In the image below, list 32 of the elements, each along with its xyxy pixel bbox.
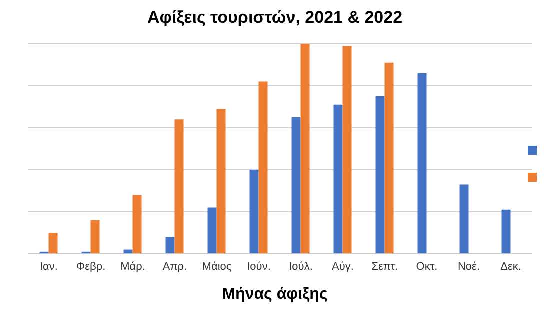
bar — [174, 120, 184, 254]
bar — [48, 233, 58, 254]
x-tick-label: Αύγ. — [332, 260, 354, 273]
x-tick-label: Δεκ. — [500, 260, 522, 273]
x-tick-label: Ιαν. — [40, 260, 58, 273]
bar — [90, 220, 100, 254]
x-tick-label: Μάιος — [202, 260, 232, 273]
chart-title: Αφίξεις τουριστών, 2021 & 2022 — [146, 8, 404, 29]
x-tick-label: Σεπτ. — [372, 260, 398, 273]
x-tick-label: Μάρ. — [120, 260, 146, 273]
x-tick-label: Απρ. — [162, 260, 188, 273]
x-tick-label: Ιούν. — [247, 260, 271, 273]
x-tick-label: Νοέ. — [458, 260, 480, 273]
bar — [460, 184, 469, 254]
x-tick-label: Φεβρ. — [76, 260, 106, 273]
bar — [418, 73, 427, 254]
bar — [334, 104, 343, 254]
x-tick-label: Ιούλ. — [289, 260, 313, 273]
bar — [384, 62, 394, 254]
x-axis-title: Μήνας άφιξης — [221, 286, 329, 304]
bar — [132, 195, 142, 254]
bar — [166, 237, 175, 254]
bar — [216, 109, 226, 254]
bar — [502, 210, 511, 254]
bar — [300, 44, 310, 254]
x-tick-label: Οκτ. — [416, 260, 438, 273]
bar — [292, 118, 301, 254]
bar — [250, 170, 259, 254]
bar — [208, 208, 217, 254]
bar — [376, 96, 385, 254]
bar — [342, 46, 352, 254]
bar — [258, 82, 268, 254]
